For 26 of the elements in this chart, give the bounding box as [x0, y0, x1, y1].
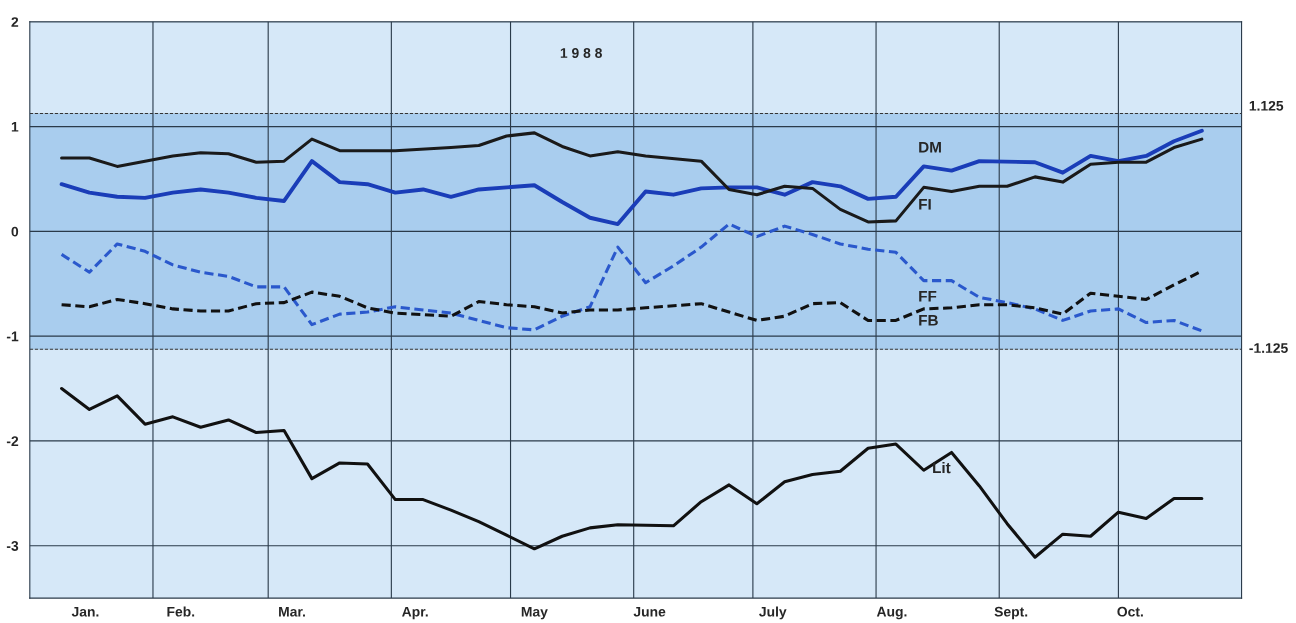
x-tick-label: Aug. — [876, 606, 907, 620]
x-tick-label: Mar. — [279, 606, 305, 617]
x-tick-label: Feb. — [167, 606, 195, 617]
x-tick-label: Apr. — [402, 606, 428, 620]
y-tick-label: -1 — [6, 331, 19, 342]
y-tick-label: -2 — [6, 436, 19, 446]
series-label: FF — [919, 290, 937, 302]
line-series — [60, 387, 1204, 559]
x-tick-label: May — [521, 606, 548, 620]
x-tick-label: Oct. — [1117, 606, 1143, 617]
y-tick-label: -3 — [6, 541, 19, 551]
x-tick-label: Jan. — [71, 606, 99, 617]
y-tick-label: 2 — [11, 17, 19, 27]
y-tick-label: 1 — [11, 122, 19, 132]
x-tick-label: June — [633, 606, 666, 617]
x-tick-label: Sept. — [994, 606, 1028, 620]
series-label: Lit — [933, 461, 951, 474]
x-tick-label: July — [759, 606, 787, 620]
series-label: FB — [919, 315, 938, 326]
y-tick-label: 0 — [11, 226, 19, 237]
annotation: 1 9 8 8 — [560, 48, 602, 58]
line-series — [60, 222, 1204, 333]
series-label: FI — [919, 199, 931, 210]
ref-line-label: -1.125 — [1249, 343, 1288, 353]
ref-line-label: 1.125 — [1249, 100, 1284, 111]
series-label: DM — [919, 142, 941, 153]
